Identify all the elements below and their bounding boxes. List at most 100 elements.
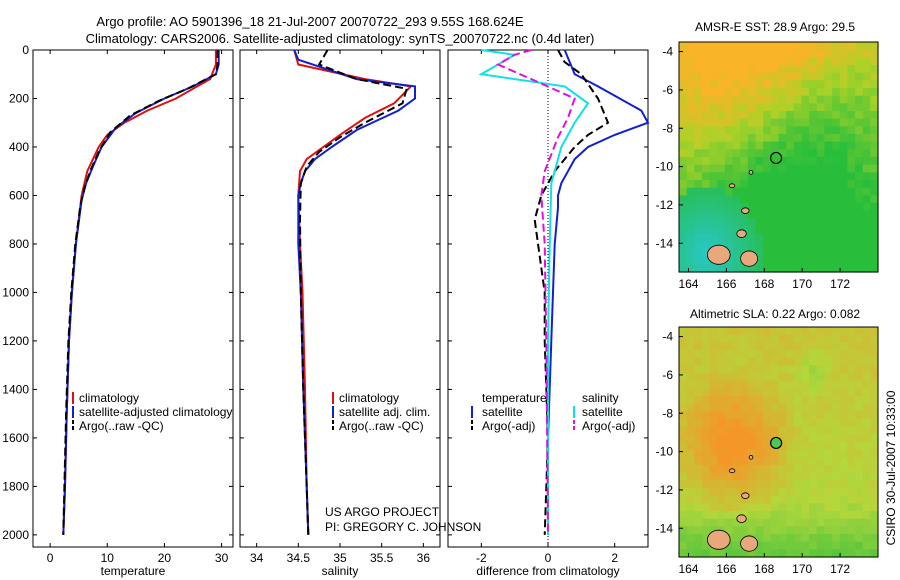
map-cell: [832, 95, 841, 104]
map-cell: [824, 411, 833, 420]
map-cell: [801, 80, 810, 89]
map-cell: [686, 518, 695, 527]
map-cell: [778, 380, 787, 389]
map-cell: [763, 264, 772, 273]
map-cell: [809, 233, 818, 242]
map-cell: [839, 172, 848, 181]
y-tick-label: -14: [656, 521, 674, 535]
map-cell: [862, 42, 871, 51]
map-cell: [679, 434, 688, 443]
map-cell: [717, 342, 726, 351]
map-cell: [809, 65, 818, 74]
map-cell: [679, 49, 688, 58]
map-cell: [770, 264, 780, 273]
map-cell: [847, 419, 856, 428]
map-cell: [724, 549, 734, 558]
map-cell: [839, 549, 848, 558]
map-cell: [778, 442, 787, 451]
map-cell: [747, 495, 757, 504]
map-cell: [862, 534, 871, 543]
map-cell: [824, 256, 833, 265]
map-cell: [717, 419, 726, 428]
map-cell: [847, 141, 856, 150]
map-cell: [832, 164, 841, 173]
map-cell: [747, 342, 757, 351]
map-cell: [732, 180, 741, 189]
map-cell: [816, 172, 826, 181]
map-cell: [701, 210, 711, 219]
map-cell: [839, 472, 848, 481]
map-cell: [778, 526, 787, 535]
map-cell: [809, 180, 818, 189]
map-cell: [755, 195, 764, 204]
map-cell: [862, 157, 871, 166]
map-cell: [847, 434, 856, 443]
map-cell: [778, 249, 787, 258]
map-cell: [801, 388, 810, 397]
map-cell: [862, 72, 871, 81]
map-cell: [793, 495, 803, 504]
map-cell: [686, 511, 695, 520]
map-cell: [724, 472, 734, 481]
map-cell: [755, 95, 764, 104]
map-cell: [701, 411, 711, 420]
map-cell: [770, 134, 780, 143]
map-cell: [832, 65, 841, 74]
map-cell: [724, 203, 734, 212]
map-cell: [724, 126, 734, 135]
map-cell: [686, 465, 695, 474]
map-cell: [694, 164, 703, 173]
map-cell: [686, 103, 695, 112]
map-cell: [701, 172, 711, 181]
map-cell: [740, 172, 749, 181]
map-cell: [686, 549, 695, 558]
map-cell: [847, 541, 856, 550]
map-cell: [732, 511, 741, 520]
map-cell: [717, 187, 726, 196]
map-cell: [801, 42, 810, 51]
map-cell: [809, 42, 818, 51]
map-cell: [862, 241, 871, 250]
map-cell: [701, 380, 711, 389]
map-cell: [809, 187, 818, 196]
map-cell: [755, 380, 764, 389]
map-cell: [870, 342, 879, 351]
map-cell: [855, 534, 864, 543]
map-cell: [740, 357, 749, 366]
map-cell: [694, 141, 703, 150]
map-cell: [839, 465, 848, 474]
map-cell: [778, 57, 787, 66]
map-cell: [862, 511, 871, 520]
map-cell: [832, 187, 841, 196]
y-tick-label: 800: [9, 237, 29, 251]
map-cell: [824, 187, 833, 196]
map-cell: [770, 426, 780, 435]
map-cell: [786, 449, 795, 458]
map-cell: [686, 457, 695, 466]
map-cell: [763, 388, 772, 397]
map-cell: [809, 457, 818, 466]
map-cell: [755, 342, 764, 351]
map-cell: [870, 103, 879, 112]
map-cell: [786, 126, 795, 135]
map-cell: [740, 233, 749, 242]
map-cell: [793, 342, 803, 351]
map-cell: [755, 534, 764, 543]
map-cell: [786, 357, 795, 366]
map-cell: [755, 210, 764, 219]
map-cell: [801, 403, 810, 412]
map-cell: [686, 118, 695, 127]
map-cell: [824, 342, 833, 351]
map-cell: [701, 256, 711, 265]
map-cell: [755, 218, 764, 227]
map-cell: [717, 141, 726, 150]
map-cell: [793, 126, 803, 135]
map-cell: [839, 480, 848, 489]
map-cell: [755, 233, 764, 242]
map-cell: [740, 396, 749, 405]
map-cell: [770, 396, 780, 405]
map-cell: [770, 342, 780, 351]
map-cell: [740, 465, 749, 474]
map-field: [679, 327, 879, 558]
map-cell: [717, 111, 726, 120]
